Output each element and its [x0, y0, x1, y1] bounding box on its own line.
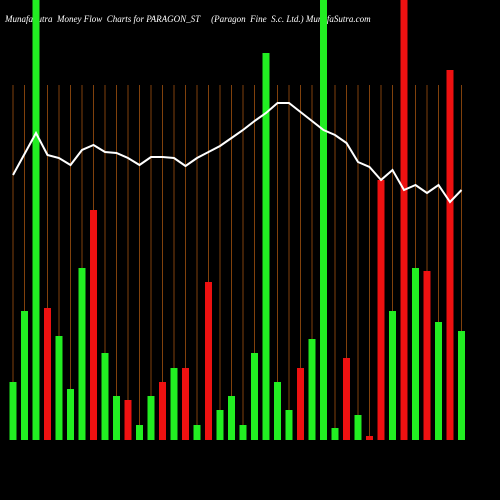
- bar: [159, 382, 166, 440]
- bar: [90, 210, 97, 440]
- bar: [251, 353, 258, 440]
- bar: [78, 268, 86, 440]
- bar: [9, 382, 17, 440]
- bar: [113, 396, 120, 440]
- bar: [170, 368, 178, 440]
- bar: [21, 311, 28, 440]
- bar: [55, 336, 63, 440]
- bar: [435, 322, 442, 440]
- bar: [354, 415, 362, 440]
- bar: [285, 410, 293, 440]
- bar: [205, 282, 212, 440]
- bar: [308, 339, 316, 440]
- bar: [389, 311, 396, 440]
- bar: [101, 353, 109, 440]
- bar: [262, 53, 270, 440]
- bar: [366, 436, 373, 440]
- bar: [412, 268, 419, 440]
- bar: [44, 308, 51, 440]
- bar: [136, 425, 143, 440]
- bar: [343, 358, 350, 440]
- bar: [458, 331, 465, 440]
- bar: [331, 428, 339, 440]
- money-flow-line: [12, 102, 463, 204]
- bar: [446, 70, 454, 440]
- bar: [400, 0, 408, 440]
- bar: [216, 410, 224, 440]
- bar: [32, 0, 40, 440]
- bar: [193, 425, 201, 440]
- bar: [239, 425, 247, 440]
- bar: [147, 396, 155, 440]
- bar: [182, 368, 189, 440]
- bar: [423, 271, 431, 440]
- bar: [274, 382, 281, 440]
- bar: [297, 368, 304, 440]
- bar: [320, 0, 327, 440]
- bar: [67, 389, 74, 440]
- bar: [377, 180, 385, 440]
- chart-title: MunafaSutra Money Flow Charts for PARAGO…: [4, 14, 371, 24]
- bar: [228, 396, 235, 440]
- bar: [124, 400, 132, 440]
